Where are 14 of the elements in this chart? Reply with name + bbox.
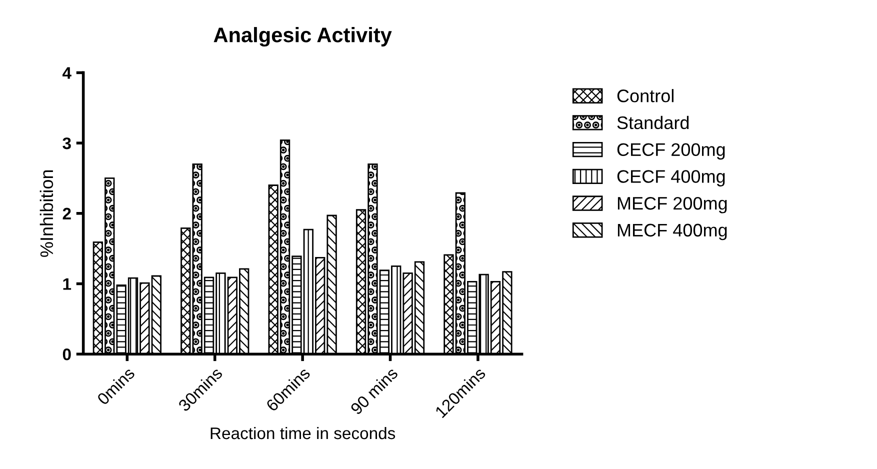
legend-label: Standard	[617, 116, 689, 130]
y-tick-label: 1	[63, 278, 72, 290]
chart-title: Analgesic Activity	[214, 27, 392, 47]
y-tick-label: 2	[62, 208, 71, 220]
x-axis-title: Reaction time in seconds	[210, 426, 396, 440]
legend-label: MECF 200mg	[618, 196, 727, 214]
y-axis-title: %Inhibition	[40, 170, 54, 257]
legend-label: CECF 200mg	[617, 143, 725, 160]
y-tick-label: 0	[62, 348, 71, 360]
legend-label: CECF 400mg	[617, 170, 725, 186]
y-tick-label: 4	[62, 67, 72, 79]
legend-label: Control	[617, 89, 674, 102]
legend-label: MECF 400mg	[618, 224, 727, 240]
y-tick-label: 3	[62, 137, 71, 150]
